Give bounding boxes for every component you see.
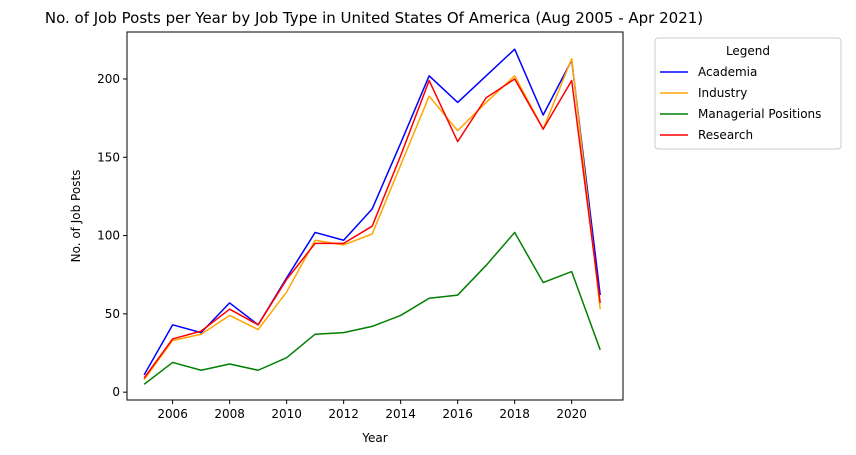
x-tick-label: 2006 (157, 407, 188, 421)
series-line-research (143, 78, 601, 379)
series-line-managerial-positions (143, 231, 601, 385)
x-tick-label: 2010 (271, 407, 302, 421)
y-tick-label: 100 (97, 229, 120, 243)
y-tick-label: 0 (112, 385, 120, 399)
x-tick-label: 2016 (442, 407, 473, 421)
x-tick-label: 2008 (214, 407, 245, 421)
x-axis: 2006 2008 2010 2012 2014 2016 2018 2020 (157, 400, 587, 421)
x-tick-label: 2012 (328, 407, 359, 421)
series-line-industry (143, 57, 601, 381)
x-axis-label: Year (361, 431, 387, 445)
legend: Legend Academia Industry Managerial Positi… (654, 37, 842, 150)
x-tick-label: 2018 (499, 407, 530, 421)
legend-box (654, 37, 842, 150)
legend-label: Academia (698, 65, 757, 79)
chart-title: No. of Job Posts per Year by Job Type in… (45, 9, 703, 27)
legend-items: Academia Industry Managerial Positions Rese… (660, 65, 821, 142)
series-line-academia (143, 48, 601, 376)
y-axis-label: No. of Job Posts (69, 170, 83, 263)
y-axis: 0 50 100 150 200 (97, 72, 127, 399)
y-tick-label: 150 (97, 150, 120, 164)
x-tick-label: 2020 (556, 407, 587, 421)
legend-label: Industry (698, 86, 747, 100)
plot-area (126, 31, 624, 401)
y-tick-label: 200 (97, 72, 120, 86)
legend-label: Research (698, 128, 753, 142)
series-lines (143, 48, 601, 385)
legend-title: Legend (726, 44, 770, 58)
y-tick-label: 50 (105, 307, 120, 321)
x-tick-label: 2014 (385, 407, 416, 421)
legend-label: Managerial Positions (698, 107, 821, 121)
